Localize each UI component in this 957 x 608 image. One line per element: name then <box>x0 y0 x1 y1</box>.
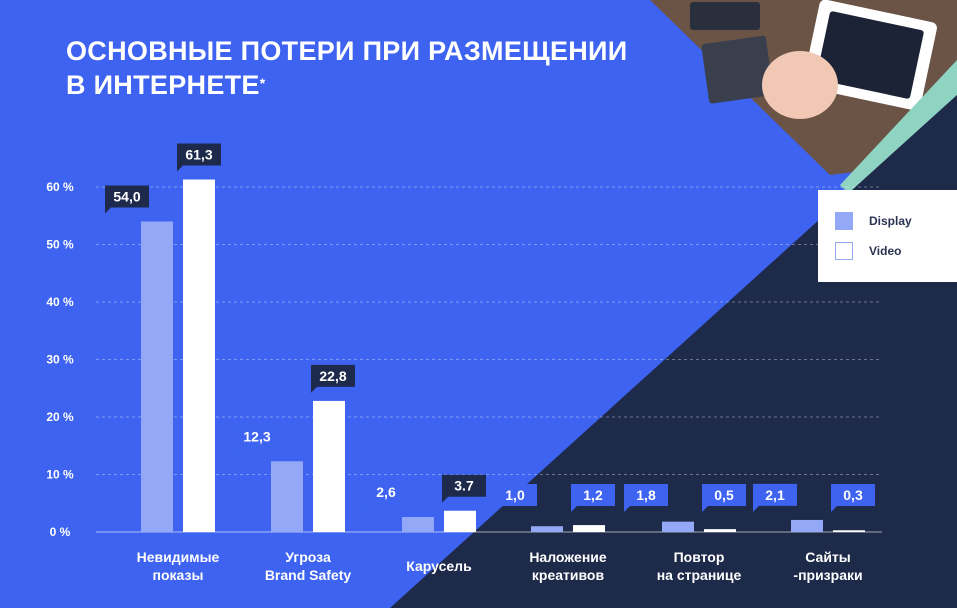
bar-display <box>662 521 694 532</box>
title-line-2-text: В ИНТЕРНЕТЕ <box>66 70 260 100</box>
value-label-flag <box>311 364 355 393</box>
category-label: Угроза <box>285 549 331 565</box>
value-label: 0,3 <box>843 487 863 503</box>
phone-device <box>690 2 760 30</box>
value-label-flag <box>624 484 668 512</box>
dark-navy-shape <box>390 95 957 608</box>
legend-item-display: Display <box>835 212 912 230</box>
bar-display <box>791 519 823 532</box>
legend-swatch-video <box>835 242 853 260</box>
bar-display <box>141 221 173 532</box>
bar-display <box>402 517 434 532</box>
y-tick-label: 50 % <box>46 238 74 252</box>
value-label: 61,3 <box>185 147 212 163</box>
value-label-flag <box>831 484 875 512</box>
y-tick-label: 60 % <box>46 180 74 194</box>
bar-video <box>573 525 605 532</box>
bar-display <box>531 526 563 532</box>
tablet-screen <box>816 11 924 99</box>
bar-display <box>271 461 303 532</box>
y-tick-label: 20 % <box>46 410 74 424</box>
category-label: -призраки <box>793 567 862 583</box>
bar-video <box>833 530 865 532</box>
value-label-flag <box>442 474 486 503</box>
value-label-flag <box>105 185 149 214</box>
category-label: показы <box>153 567 204 583</box>
category-label: креативов <box>532 567 605 583</box>
category-label: Наложение <box>529 549 607 565</box>
value-label-flag <box>571 484 615 512</box>
value-label-flag <box>702 484 746 512</box>
bar-video <box>313 400 345 532</box>
bar-video <box>444 510 476 532</box>
category-label: Brand Safety <box>265 567 352 583</box>
chart-legend: Display Video <box>818 190 957 282</box>
value-label: 2,1 <box>765 487 785 503</box>
notebook-device <box>701 35 774 104</box>
value-label-flag <box>235 425 279 454</box>
legend-item-video: Video <box>835 242 901 260</box>
title-footnote-mark: * <box>259 75 266 91</box>
value-label-flag <box>177 143 221 172</box>
bar-video <box>704 529 736 532</box>
y-tick-label: 40 % <box>46 295 74 309</box>
title-line-2: В ИНТЕРНЕТЕ* <box>66 68 627 102</box>
title-line-1: ОСНОВНЫЕ ПОТЕРИ ПРИ РАЗМЕЩЕНИИ <box>66 36 628 66</box>
value-label: 54,0 <box>113 189 140 205</box>
bar-video <box>183 179 215 532</box>
value-label: 3.7 <box>454 478 474 494</box>
value-label-flag <box>364 481 408 510</box>
category-label: Сайты <box>805 549 851 565</box>
value-label: 22,8 <box>319 368 346 384</box>
page-title: ОСНОВНЫЕ ПОТЕРИ ПРИ РАЗМЕЩЕНИИ В ИНТЕРНЕ… <box>66 34 627 102</box>
value-label-flag <box>753 483 797 512</box>
legend-swatch-display <box>835 212 853 230</box>
legend-label-video: Video <box>869 244 902 258</box>
value-label: 1,8 <box>636 487 656 503</box>
hand-shape <box>762 51 838 119</box>
category-label: Повтор <box>674 549 725 565</box>
value-label: 1,2 <box>583 487 603 503</box>
y-tick-label: 0 % <box>50 525 71 539</box>
y-tick-label: 10 % <box>46 468 74 482</box>
value-label: 2,6 <box>376 484 396 500</box>
value-label: 1,0 <box>505 487 525 503</box>
category-label: Невидимые <box>137 549 220 565</box>
category-label: на странице <box>657 567 742 583</box>
value-label: 0,5 <box>714 487 734 503</box>
value-label: 12,3 <box>243 428 270 444</box>
value-label-flag <box>493 484 537 512</box>
category-label: Карусель <box>406 558 472 574</box>
y-tick-label: 30 % <box>46 353 74 367</box>
legend-label-display: Display <box>869 214 912 228</box>
